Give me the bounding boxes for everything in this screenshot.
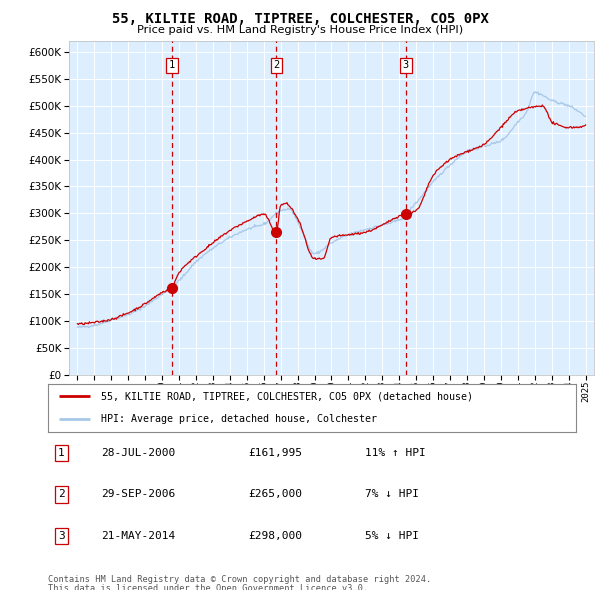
Text: Contains HM Land Registry data © Crown copyright and database right 2024.: Contains HM Land Registry data © Crown c… — [48, 575, 431, 584]
Text: £298,000: £298,000 — [248, 531, 302, 540]
Text: 28-JUL-2000: 28-JUL-2000 — [101, 448, 175, 458]
Text: 3: 3 — [58, 531, 65, 540]
Text: 2: 2 — [58, 490, 65, 499]
Text: 1: 1 — [58, 448, 65, 458]
Text: 1: 1 — [169, 61, 175, 70]
Text: This data is licensed under the Open Government Licence v3.0.: This data is licensed under the Open Gov… — [48, 584, 368, 590]
Text: 2: 2 — [274, 61, 280, 70]
Text: HPI: Average price, detached house, Colchester: HPI: Average price, detached house, Colc… — [101, 414, 377, 424]
Text: 29-SEP-2006: 29-SEP-2006 — [101, 490, 175, 499]
Text: 21-MAY-2014: 21-MAY-2014 — [101, 531, 175, 540]
Text: £265,000: £265,000 — [248, 490, 302, 499]
Text: £161,995: £161,995 — [248, 448, 302, 458]
Text: 7% ↓ HPI: 7% ↓ HPI — [365, 490, 419, 499]
Text: Price paid vs. HM Land Registry's House Price Index (HPI): Price paid vs. HM Land Registry's House … — [137, 25, 463, 35]
Text: 55, KILTIE ROAD, TIPTREE, COLCHESTER, CO5 0PX: 55, KILTIE ROAD, TIPTREE, COLCHESTER, CO… — [112, 12, 488, 26]
Text: 55, KILTIE ROAD, TIPTREE, COLCHESTER, CO5 0PX (detached house): 55, KILTIE ROAD, TIPTREE, COLCHESTER, CO… — [101, 391, 473, 401]
Text: 11% ↑ HPI: 11% ↑ HPI — [365, 448, 425, 458]
Text: 5% ↓ HPI: 5% ↓ HPI — [365, 531, 419, 540]
Text: 3: 3 — [403, 61, 409, 70]
